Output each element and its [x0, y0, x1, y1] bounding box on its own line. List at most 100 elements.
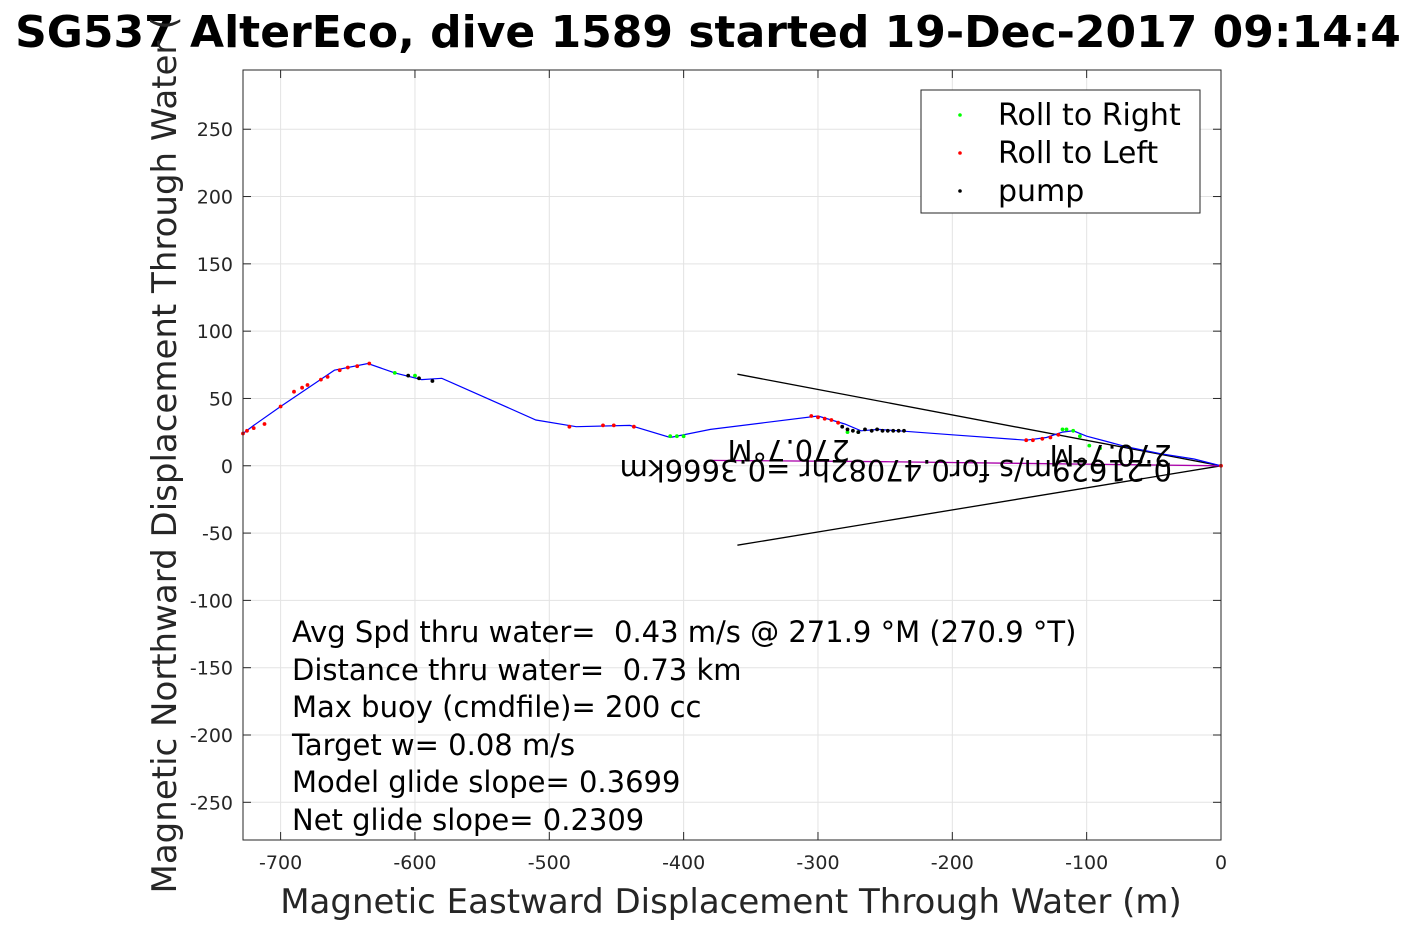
- point-roll-to-left: [345, 365, 350, 370]
- x-tick-label: -700: [259, 852, 302, 874]
- x-tick-label: 0: [1215, 852, 1227, 874]
- point-roll-to-right: [1064, 427, 1069, 432]
- track-markers: [241, 361, 1223, 468]
- point-pump: [875, 427, 879, 432]
- point-pump: [885, 428, 890, 433]
- x-tick-label: -200: [931, 852, 974, 874]
- legend-marker-roll-left: [958, 151, 962, 155]
- wedge-line-lower: [737, 465, 1222, 546]
- y-tick-label: -150: [190, 658, 233, 680]
- x-tick-label: -300: [796, 852, 839, 874]
- legend-box: [920, 89, 1201, 214]
- point-pump: [869, 428, 874, 433]
- y-tick-label: 100: [197, 321, 233, 343]
- point-roll-to-left: [829, 418, 834, 422]
- point-pump: [840, 424, 845, 429]
- y-tick-label: 150: [197, 254, 233, 276]
- point-roll-to-right: [1087, 443, 1092, 448]
- point-roll-to-left: [325, 375, 330, 379]
- stat-distance: Distance thru water= 0.73 km: [292, 653, 742, 687]
- y-axis-label: Magnetic Northward Displacement Through …: [145, 17, 185, 894]
- point-roll-to-left: [305, 383, 310, 387]
- point-pump: [896, 428, 901, 433]
- stat-target-w: Target w= 0.08 m/s: [291, 728, 575, 762]
- current-annotation: 0.21629m/s for0.47082hr =0.3666km: [620, 453, 1172, 487]
- y-tick-label: -50: [202, 523, 233, 545]
- point-roll-to-left: [367, 361, 372, 366]
- point-roll-to-left: [822, 416, 827, 421]
- heading-annotation-2: 270.7°M: [1049, 438, 1172, 472]
- legend: Roll to Right Roll to Left pump: [920, 89, 1201, 214]
- legend-label-pump: pump: [998, 174, 1084, 209]
- y-tick-label: 200: [197, 187, 233, 209]
- stat-model-glide-slope: Model glide slope= 0.3699: [292, 765, 680, 799]
- stat-avg-speed: Avg Spd thru water= 0.43 m/s @ 271.9 °M …: [292, 615, 1076, 649]
- point-pump: [902, 428, 906, 433]
- point-roll-to-right: [1078, 434, 1082, 439]
- chart-title: SG537 AlterEco, dive 1589 started 19-Dec…: [15, 7, 1401, 58]
- point-roll-to-right: [681, 434, 686, 439]
- x-tick-label: -100: [1065, 852, 1108, 874]
- point-pump: [406, 373, 411, 378]
- point-roll-to-left: [1040, 436, 1045, 441]
- point-pump: [851, 428, 855, 433]
- point-roll-to-left: [1056, 432, 1061, 437]
- point-roll-to-right: [1060, 427, 1065, 432]
- stats-block: Avg Spd thru water= 0.43 m/s @ 271.9 °M …: [291, 615, 1076, 837]
- x-tick-label: -500: [528, 852, 571, 874]
- point-roll-to-left: [809, 414, 814, 418]
- stat-max-buoy: Max buoy (cmdfile)= 200 cc: [292, 690, 701, 724]
- point-roll-to-left: [1024, 438, 1029, 443]
- y-tick-label: 250: [197, 119, 233, 141]
- point-roll-to-right: [675, 434, 679, 439]
- point-roll-to-left: [836, 420, 840, 425]
- y-tick-label: 0: [221, 456, 233, 478]
- stat-net-glide-slope: Net glide slope= 0.2309: [292, 803, 644, 837]
- point-roll-to-right: [1071, 428, 1076, 433]
- plot-frame: [242, 69, 1222, 841]
- legend-label-roll-right: Roll to Right: [998, 98, 1181, 133]
- point-roll-to-left: [601, 423, 605, 428]
- wedge-line-upper: [737, 373, 1222, 467]
- y-tick-label: -250: [190, 792, 233, 814]
- plot-content: [241, 361, 1223, 546]
- point-roll-to-left: [251, 426, 256, 430]
- point-roll-to-left: [611, 423, 616, 428]
- point-pump: [430, 379, 435, 383]
- point-pump: [880, 428, 885, 433]
- axis-ticks: -700 -600 -500 -400 -300 -200 -100 025020015010…: [190, 70, 1227, 874]
- point-roll-to-left: [355, 364, 360, 369]
- point-roll-to-right: [668, 434, 673, 439]
- point-roll-to-left: [292, 389, 296, 394]
- point-roll-to-left: [567, 424, 572, 429]
- legend-label-roll-left: Roll to Left: [998, 136, 1158, 171]
- legend-marker-roll-right: [958, 113, 962, 117]
- point-roll-to-right: [845, 430, 850, 434]
- legend-marker-pump: [958, 189, 962, 193]
- point-roll-to-right: [1098, 446, 1102, 451]
- point-roll-to-left: [337, 368, 342, 373]
- x-tick-label: -400: [662, 852, 705, 874]
- y-tick-label: -100: [190, 590, 233, 612]
- point-pump: [417, 376, 421, 381]
- point-roll-to-right: [413, 373, 417, 378]
- x-tick-label: -600: [393, 852, 436, 874]
- point-roll-to-left: [319, 377, 323, 382]
- point-roll-to-left: [1031, 438, 1035, 443]
- point-roll-to-left: [262, 422, 267, 426]
- y-tick-label: 50: [209, 388, 233, 410]
- point-pump: [863, 427, 867, 432]
- current-vector-line: [710, 459, 1222, 467]
- x-axis-label: Magnetic Eastward Displacement Through W…: [280, 882, 1182, 922]
- point-roll-to-left: [1048, 435, 1053, 440]
- point-roll-to-left: [245, 428, 249, 433]
- point-roll-to-left: [632, 424, 636, 429]
- point-roll-to-left: [278, 404, 283, 409]
- point-roll-to-left: [300, 385, 304, 390]
- heading-annotation-1: 270.7°M: [727, 433, 850, 467]
- point-roll-to-right: [392, 371, 397, 375]
- point-roll-to-left: [816, 415, 820, 420]
- point-pump: [891, 428, 896, 433]
- point-pump: [856, 430, 861, 434]
